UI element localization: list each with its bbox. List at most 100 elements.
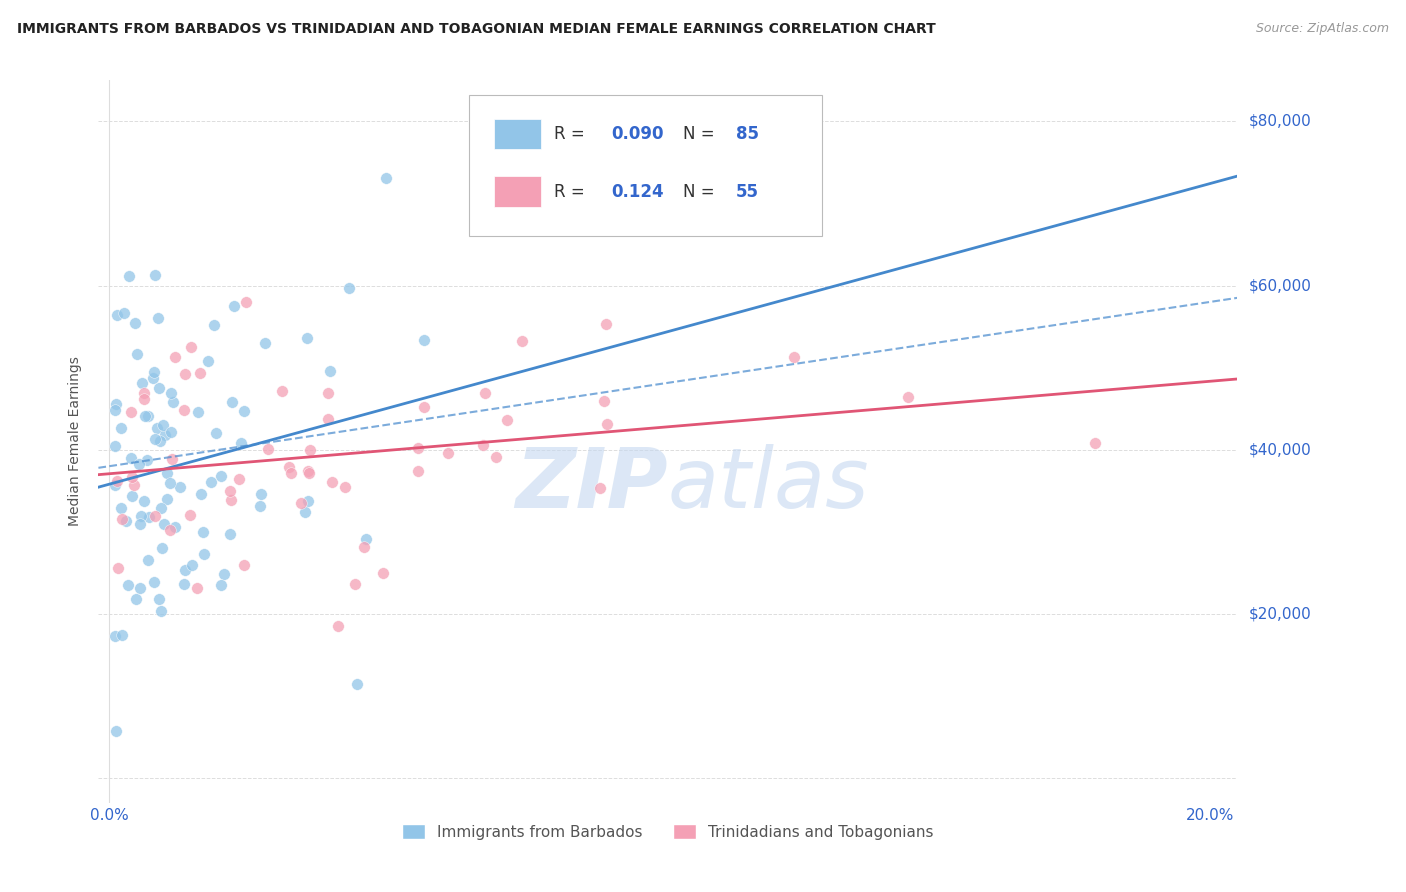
Point — [174, 563, 197, 577]
Point — [120, 451, 142, 466]
Point — [136, 452, 159, 467]
Point — [165, 350, 187, 364]
Point — [212, 566, 235, 581]
Text: Source: ZipAtlas.com: Source: ZipAtlas.com — [1256, 22, 1389, 36]
Point — [193, 524, 215, 539]
Point — [297, 331, 319, 345]
Point — [413, 400, 436, 414]
Point — [346, 676, 368, 690]
Point — [153, 428, 176, 442]
Point — [148, 310, 170, 325]
Point — [290, 496, 312, 510]
Text: atlas: atlas — [668, 444, 869, 525]
Point — [224, 299, 246, 313]
Point — [337, 281, 360, 295]
Point — [159, 523, 181, 537]
Point — [107, 308, 129, 322]
Point — [104, 396, 127, 410]
Point — [152, 417, 174, 432]
Point — [326, 619, 349, 633]
Text: 0.090: 0.090 — [612, 125, 664, 143]
Point — [115, 514, 138, 528]
Point — [128, 457, 150, 471]
Point — [105, 474, 128, 488]
Point — [249, 499, 271, 513]
Point — [143, 432, 166, 446]
Point — [495, 413, 517, 427]
Point — [159, 386, 181, 401]
Point — [297, 494, 319, 508]
Point — [413, 333, 436, 347]
Point — [219, 526, 242, 541]
Point — [121, 470, 143, 484]
Point — [110, 421, 132, 435]
Text: 55: 55 — [737, 183, 759, 201]
Point — [118, 268, 141, 283]
Point — [897, 390, 920, 404]
Point — [485, 450, 508, 465]
Point — [173, 577, 195, 591]
Point — [333, 479, 356, 493]
Point — [299, 443, 322, 458]
Point — [204, 426, 226, 441]
Text: $80,000: $80,000 — [1249, 114, 1312, 128]
Point — [512, 334, 534, 348]
Point — [181, 558, 204, 572]
Point — [156, 491, 179, 506]
Point — [155, 467, 177, 481]
Point — [111, 511, 134, 525]
Text: R =: R = — [554, 125, 591, 143]
Point — [321, 475, 343, 489]
Point — [142, 575, 165, 590]
Point — [202, 318, 225, 332]
Point — [298, 467, 321, 481]
Point — [437, 446, 460, 460]
Point — [142, 365, 165, 379]
Legend: Immigrants from Barbados, Trinidadians and Tobagonians: Immigrants from Barbados, Trinidadians a… — [396, 818, 939, 846]
Point — [146, 421, 169, 435]
Point — [136, 409, 159, 423]
Text: $40,000: $40,000 — [1249, 442, 1312, 458]
Point — [104, 629, 127, 643]
Text: ZIP: ZIP — [515, 444, 668, 525]
Point — [149, 434, 172, 448]
FancyBboxPatch shape — [468, 95, 821, 235]
Point — [193, 547, 215, 561]
Point — [150, 501, 173, 516]
Point — [150, 541, 173, 556]
Point — [180, 340, 202, 354]
Point — [1084, 436, 1107, 450]
Point — [474, 386, 496, 401]
Y-axis label: Median Female Earnings: Median Female Earnings — [69, 357, 83, 526]
Point — [107, 561, 129, 575]
Point — [128, 582, 150, 596]
Text: R =: R = — [554, 183, 591, 201]
Point — [129, 517, 152, 532]
Point — [354, 533, 377, 547]
Point — [589, 481, 612, 495]
Point — [143, 508, 166, 523]
Point — [134, 493, 156, 508]
Point — [254, 335, 277, 350]
Point — [124, 316, 146, 330]
Text: 0.124: 0.124 — [612, 183, 664, 201]
Point — [173, 403, 195, 417]
Point — [190, 486, 212, 500]
Point — [219, 492, 242, 507]
Point — [250, 487, 273, 501]
Point — [186, 581, 208, 595]
Point — [406, 442, 429, 456]
Point — [179, 508, 201, 523]
Point — [104, 724, 127, 739]
Point — [169, 480, 191, 494]
Point — [232, 404, 254, 418]
Point — [595, 317, 617, 331]
Point — [122, 478, 145, 492]
Point — [121, 489, 143, 503]
Point — [257, 442, 280, 457]
Point — [200, 475, 222, 489]
Text: $20,000: $20,000 — [1249, 607, 1312, 622]
FancyBboxPatch shape — [494, 177, 541, 207]
Point — [142, 370, 165, 384]
Point — [117, 577, 139, 591]
